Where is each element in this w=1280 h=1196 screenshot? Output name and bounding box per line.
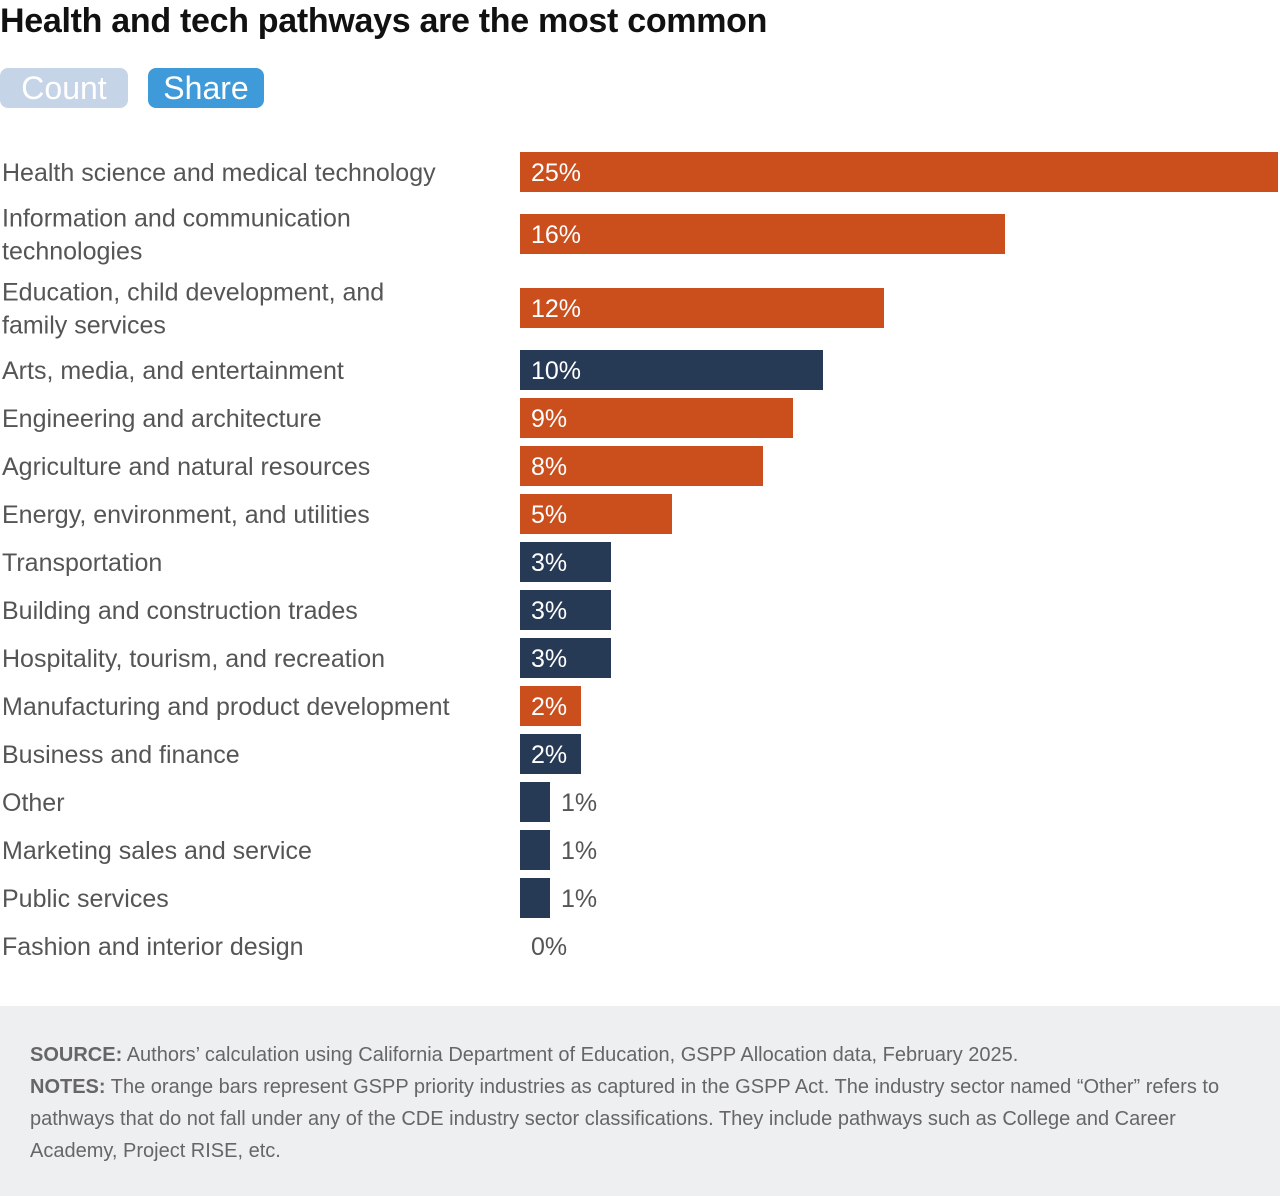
category-label: Manufacturing and product development	[2, 693, 450, 721]
value-label: 9%	[531, 405, 567, 433]
bar	[520, 350, 823, 390]
category-label: Business and finance	[2, 741, 240, 769]
bar	[520, 446, 763, 486]
share-toggle-button[interactable]: Share	[148, 68, 264, 108]
category-label: Information and communication technologie…	[2, 205, 351, 266]
value-label: 10%	[531, 357, 581, 385]
value-label: 1%	[561, 885, 597, 913]
chart-title: Health and tech pathways are the most co…	[0, 2, 768, 40]
value-label: 2%	[531, 693, 567, 721]
value-label: 5%	[531, 501, 567, 529]
bar-chart: Health science and medical technology 25%…	[2, 152, 1278, 961]
category-label: Other	[2, 789, 65, 817]
category-label: Arts, media, and entertainment	[2, 357, 344, 385]
category-label: Engineering and architecture	[2, 405, 322, 433]
value-label: 8%	[531, 453, 567, 481]
bar	[520, 152, 1278, 192]
bar	[520, 734, 581, 774]
bar	[520, 830, 550, 870]
count-toggle-button[interactable]: Count	[0, 68, 128, 108]
value-label: 3%	[531, 597, 567, 625]
bar	[520, 288, 884, 328]
bar	[520, 542, 611, 582]
category-label: Hospitality, tourism, and recreation	[2, 645, 385, 673]
bar	[520, 638, 611, 678]
source-label: SOURCE:	[30, 1044, 123, 1066]
bar	[520, 590, 611, 630]
value-label: 0%	[531, 933, 567, 961]
category-label: Transportation	[2, 549, 162, 577]
source-text: Authors’ calculation using California De…	[126, 1044, 1019, 1066]
category-label: Agriculture and natural resources	[2, 453, 370, 481]
value-label: 3%	[531, 645, 567, 673]
category-label: Building and construction trades	[2, 597, 358, 625]
category-label: Marketing sales and service	[2, 837, 312, 865]
bar	[520, 214, 1005, 254]
notes-note: NOTES: The orange bars represent GSPP pr…	[30, 1071, 1250, 1167]
value-label: 1%	[561, 789, 597, 817]
category-label: Energy, environment, and utilities	[2, 501, 370, 529]
value-label: 3%	[531, 549, 567, 577]
source-note: SOURCE: Authors’ calculation using Calif…	[30, 1039, 1250, 1071]
chart-footer: SOURCE: Authors’ calculation using Calif…	[0, 1006, 1280, 1196]
category-label: Fashion and interior design	[2, 933, 304, 961]
notes-text: The orange bars represent GSPP priority …	[30, 1076, 1220, 1162]
value-label: 16%	[531, 221, 581, 249]
value-label: 12%	[531, 295, 581, 323]
value-label: 1%	[561, 837, 597, 865]
bar	[520, 494, 672, 534]
bar	[520, 686, 581, 726]
value-label: 25%	[531, 159, 581, 187]
category-label: Public services	[2, 885, 169, 913]
bar	[520, 782, 550, 822]
value-label: 2%	[531, 741, 567, 769]
category-label: Health science and medical technology	[2, 159, 436, 187]
notes-label: NOTES:	[30, 1076, 106, 1098]
category-label: Education, child development, and family …	[2, 279, 384, 340]
bar	[520, 878, 550, 918]
bar	[520, 398, 793, 438]
